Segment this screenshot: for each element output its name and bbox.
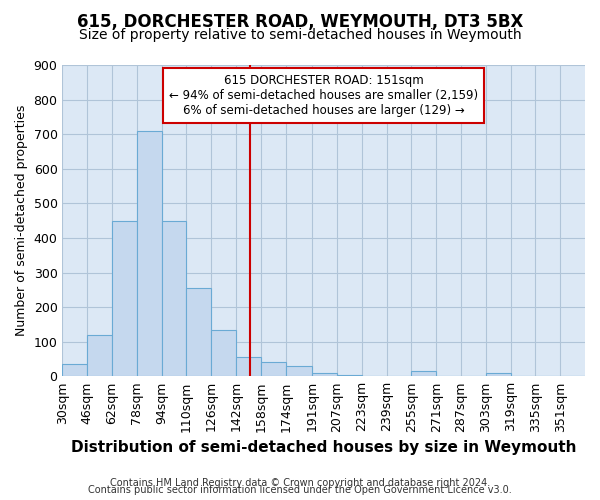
Bar bbox=[261, 362, 286, 376]
Bar bbox=[486, 373, 511, 376]
Bar bbox=[211, 330, 236, 376]
Bar bbox=[236, 358, 261, 376]
Y-axis label: Number of semi-detached properties: Number of semi-detached properties bbox=[15, 105, 28, 336]
Bar bbox=[187, 288, 211, 376]
Bar bbox=[112, 220, 137, 376]
Bar bbox=[337, 374, 362, 376]
Bar bbox=[286, 366, 312, 376]
Bar bbox=[312, 373, 337, 376]
Bar bbox=[137, 130, 161, 376]
Bar bbox=[62, 364, 87, 376]
Bar bbox=[412, 371, 436, 376]
Text: Contains HM Land Registry data © Crown copyright and database right 2024.: Contains HM Land Registry data © Crown c… bbox=[110, 478, 490, 488]
Text: 615 DORCHESTER ROAD: 151sqm
← 94% of semi-detached houses are smaller (2,159)
6%: 615 DORCHESTER ROAD: 151sqm ← 94% of sem… bbox=[169, 74, 478, 118]
Bar bbox=[161, 220, 187, 376]
X-axis label: Distribution of semi-detached houses by size in Weymouth: Distribution of semi-detached houses by … bbox=[71, 440, 577, 455]
Text: Size of property relative to semi-detached houses in Weymouth: Size of property relative to semi-detach… bbox=[79, 28, 521, 42]
Text: Contains public sector information licensed under the Open Government Licence v3: Contains public sector information licen… bbox=[88, 485, 512, 495]
Bar bbox=[87, 335, 112, 376]
Text: 615, DORCHESTER ROAD, WEYMOUTH, DT3 5BX: 615, DORCHESTER ROAD, WEYMOUTH, DT3 5BX bbox=[77, 12, 523, 30]
